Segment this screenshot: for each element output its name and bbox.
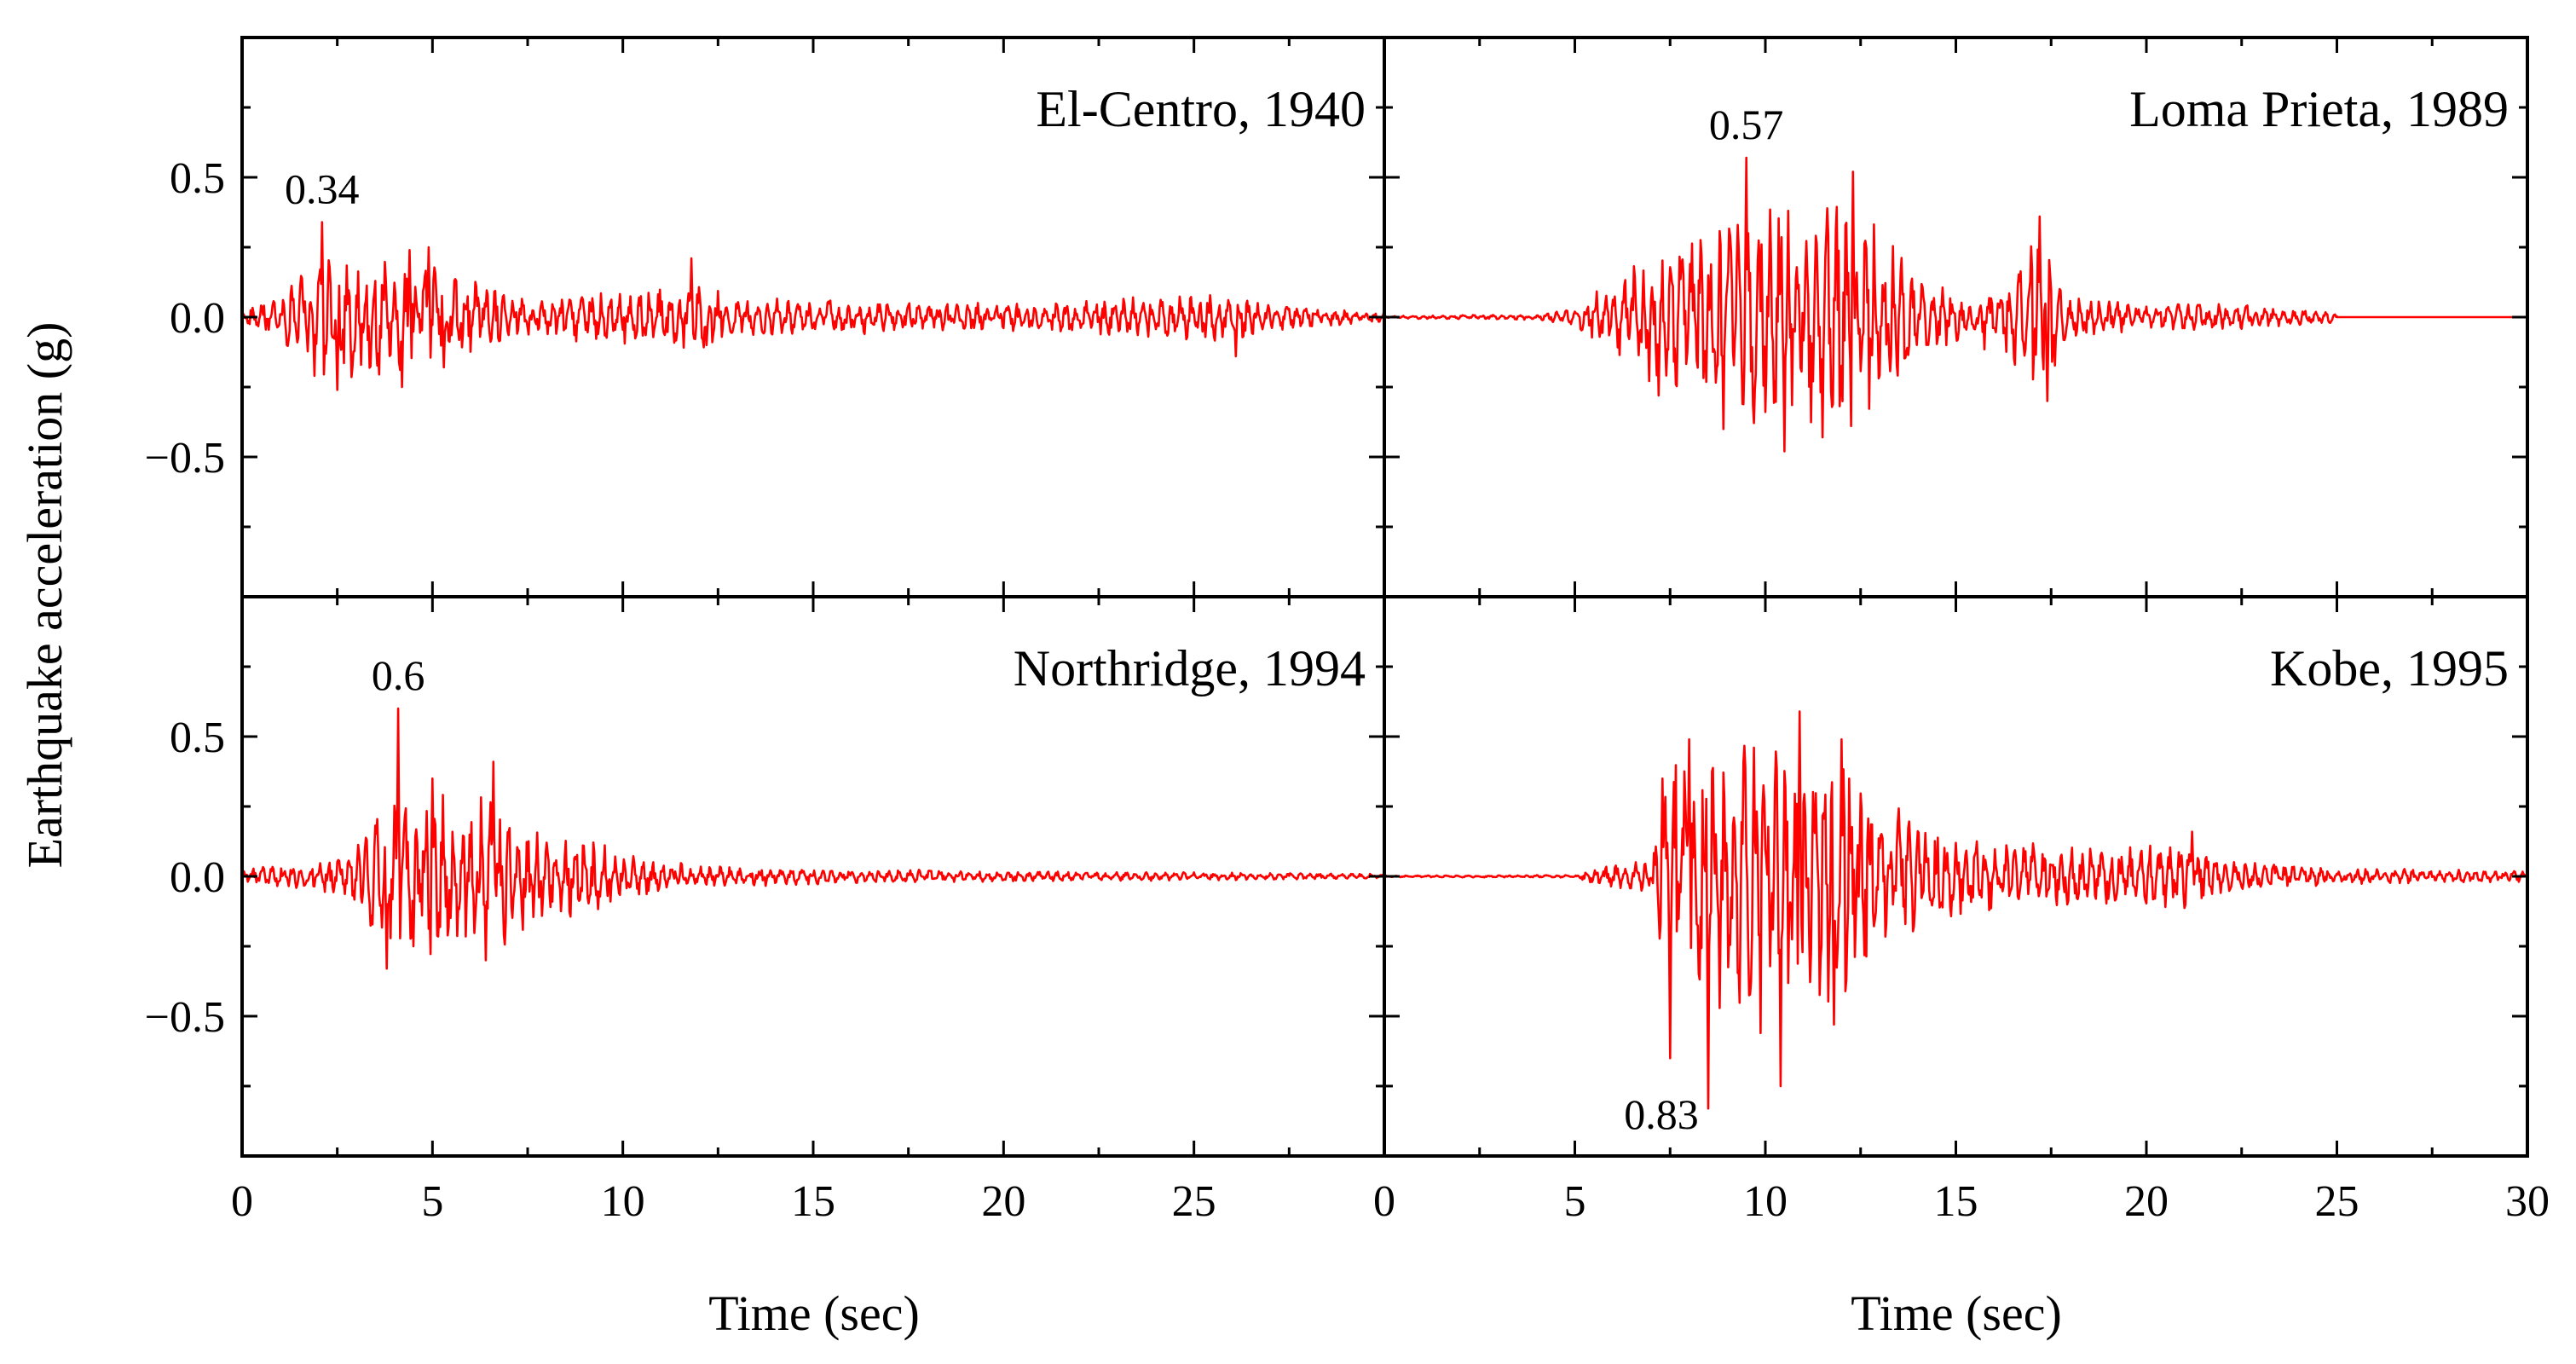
panel-title-northridge: Northridge, 1994 [1014, 640, 1366, 696]
series-line-loma-prieta [1383, 156, 2527, 453]
x-tick-label-northridge-0: 0 [231, 1177, 253, 1226]
y-tick-label-northridge-2: −0.5 [145, 993, 225, 1042]
x-tick-label-kobe-5: 25 [2315, 1177, 2359, 1226]
panel-title-el-centro: El-Centro, 1940 [1036, 81, 1366, 137]
series-line-kobe [1383, 710, 2529, 1110]
x-tick-label-kobe-6: 30 [2505, 1177, 2550, 1226]
x-tick-label-northridge-4: 20 [981, 1177, 1025, 1226]
peak-label-northridge: 0.6 [372, 651, 425, 699]
x-tick-label-kobe-2: 10 [1743, 1177, 1788, 1226]
y-tick-label-el-centro-2: −0.5 [145, 434, 225, 483]
y-tick-label-northridge-1: 0.0 [170, 853, 225, 902]
peak-label-el-centro: 0.34 [285, 165, 360, 212]
x-tick-label-northridge-3: 15 [791, 1177, 835, 1226]
axis-ticks: 0.5 0.0 −0.5 0.5 0.0 −0.5 0 5 10 15 20 25 0 5 10 15 20 25… [145, 38, 2550, 1226]
x-tick-label-northridge-1: 5 [421, 1177, 443, 1226]
y-tick-label-el-centro-1: 0.0 [170, 294, 225, 343]
panel-title-kobe: Kobe, 1995 [2270, 640, 2509, 696]
peak-label-kobe: 0.83 [1624, 1090, 1699, 1138]
x-axis-title-left: Time (sec) [708, 1286, 920, 1341]
y-axis-title: Earthquake acceleration (g) [17, 322, 72, 869]
peak-label-loma-prieta: 0.57 [1709, 101, 1784, 148]
y-tick-label-el-centro-0: 0.5 [170, 154, 225, 203]
x-tick-label-northridge-2: 10 [601, 1177, 645, 1226]
y-tick-label-northridge-0: 0.5 [170, 714, 225, 762]
x-tick-label-kobe-0: 0 [1373, 1177, 1395, 1226]
x-tick-label-kobe-4: 20 [2124, 1177, 2169, 1226]
x-axis-title-right: Time (sec) [1851, 1286, 2062, 1341]
series-line-northridge [241, 707, 1386, 970]
panels: El-Centro, 1940 0.34 Loma Prieta, 1989 0.57… [240, 81, 2529, 1138]
series-line-el-centro [240, 221, 1386, 391]
panel-title-loma-prieta: Loma Prieta, 1989 [2129, 81, 2509, 137]
x-tick-label-kobe-1: 5 [1564, 1177, 1586, 1226]
x-tick-label-kobe-3: 15 [1934, 1177, 1978, 1226]
x-tick-label-northridge-5: 25 [1172, 1177, 1216, 1226]
